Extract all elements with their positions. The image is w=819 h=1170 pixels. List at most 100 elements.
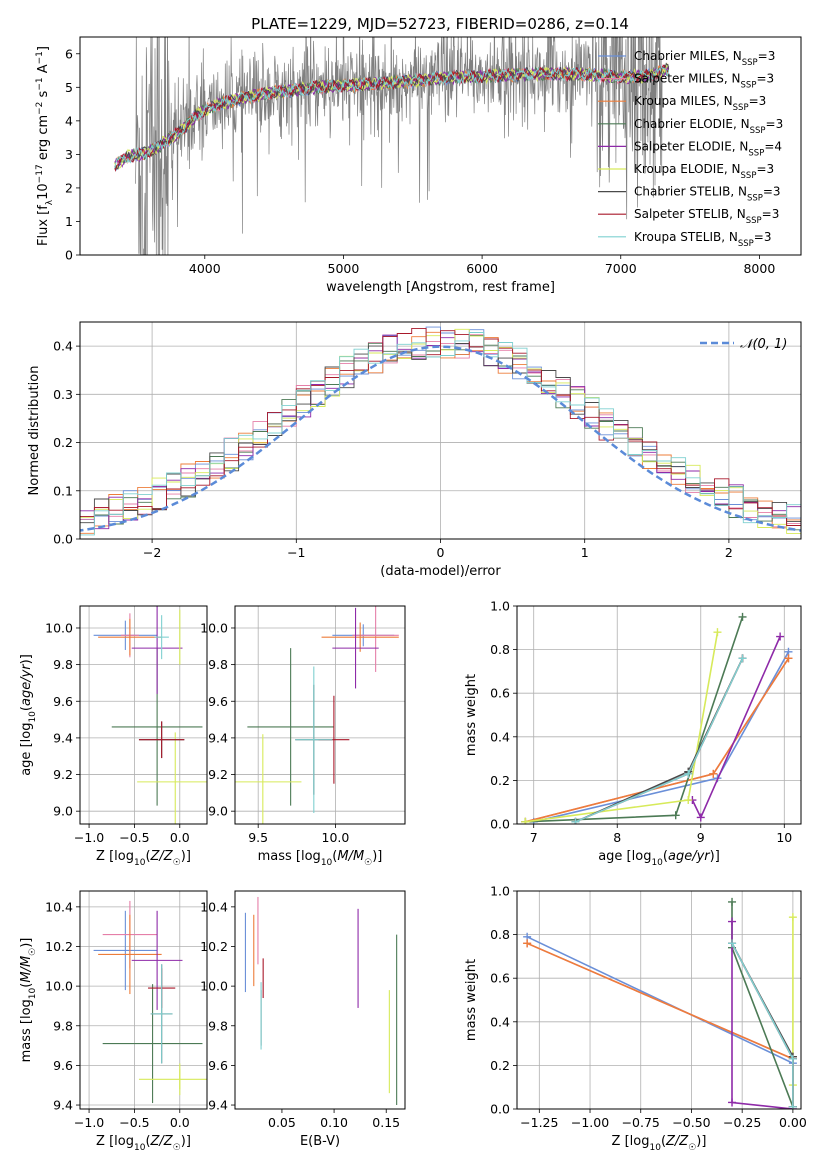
x-axis-label-part: wavelength [Angstrom, rest frame]	[326, 280, 555, 295]
y-tick-label: 1.0	[490, 599, 510, 614]
x-axis-label-part: )]	[181, 1134, 191, 1149]
legend-label-n: =3	[763, 185, 781, 199]
mass-weight-line-chabrier-elodie	[525, 616, 744, 823]
x-tick-label: 0	[437, 545, 445, 560]
mass-weight-marker-kroupa-stelib	[788, 1102, 797, 1109]
y-tick-label: 9.0	[208, 804, 228, 819]
x-axis-label-part: 10	[134, 858, 146, 868]
x-tick-label: 10.0	[322, 830, 350, 845]
legend-label-text: Salpeter ELODIE, N	[634, 139, 748, 153]
mass-weight-marker-kroupa-elodie	[713, 628, 722, 637]
axes-frame	[234, 605, 406, 825]
legend-label-salpeter-elodie: Salpeter ELODIE, NSSP=4	[634, 139, 782, 158]
y-tick-label: 6	[65, 46, 73, 61]
y-tick-label: 10.0	[200, 979, 228, 994]
x-axis-label: Z [log10(Z/Z☉)]	[612, 1134, 707, 1153]
y-axis-label-part: 10	[28, 711, 38, 723]
panel-mass_vs_ebv: 0.05 0.10 0.15 9.4 9.6 9.8 10.0 10.2 10.4 E(B-V)	[200, 890, 406, 1149]
x-axis-label-part: (	[661, 1134, 666, 1149]
x-axis-label: wavelength [Angstrom, rest frame]	[326, 280, 555, 295]
y-axis-label-part: −1	[35, 51, 45, 64]
y-tick-label: 9.6	[53, 694, 73, 709]
y-tick-label: 9.4	[208, 1098, 228, 1113]
mass-weight-marker-salpeter-elodie	[776, 632, 785, 641]
legend-label-kroupa-elodie: Kroupa ELODIE, NSSP=3	[634, 162, 774, 181]
y-tick-label: 9.8	[53, 1018, 73, 1033]
x-axis-label-part: Z [log	[96, 1134, 134, 1149]
hist-salpeter-stelib	[80, 327, 801, 538]
legend-label-n: =4	[764, 139, 782, 153]
y-axis-label: mass weight	[464, 674, 479, 756]
y-tick-label: 9.4	[53, 730, 73, 745]
y-tick-label: 10.4	[200, 899, 228, 914]
y-axis-label-part: −17	[35, 164, 45, 183]
x-axis-label-part: Z/Z	[150, 1134, 174, 1149]
y-axis-label-part: λ	[45, 199, 55, 205]
legend-label-n: =3	[758, 49, 776, 63]
figure-title: PLATE=1229, MJD=52723, FIBERID=0286, z=0…	[251, 15, 629, 33]
mass-weight-marker-chabrier-elodie	[728, 897, 737, 906]
x-axis-label-part: )]	[710, 849, 720, 864]
x-axis-label-part: 10	[134, 1143, 146, 1153]
x-tick-label: −1.0	[74, 830, 104, 845]
y-axis-label-part: (	[19, 983, 34, 988]
y-tick-label: 9.8	[208, 1018, 228, 1033]
axes-frame	[79, 890, 208, 1110]
plot-area-age_vs_Z	[93, 606, 207, 824]
x-axis-label-part: Z [log	[612, 1134, 650, 1149]
mass-weight-line-salpeter-miles	[525, 657, 790, 823]
y-axis-label-part: 10	[36, 183, 51, 200]
y-tick-label: 0.0	[490, 817, 510, 832]
plot-area-residuals	[80, 326, 801, 538]
y-axis-label: Flux [fλ10−17 erg cm−2 s−1 A−1]	[35, 46, 55, 246]
x-tick-label: 10	[776, 830, 792, 845]
x-tick-label: −1	[287, 545, 305, 560]
x-tick-label: −1.00	[571, 1115, 609, 1130]
x-axis-label-part: )]	[696, 1134, 706, 1149]
x-tick-label: 7000	[605, 261, 637, 276]
x-axis-label-part: (	[332, 849, 337, 864]
x-tick-label: 6000	[466, 261, 498, 276]
x-tick-label: 0.15	[372, 1115, 400, 1130]
x-tick-label: −1.0	[74, 1115, 104, 1130]
axes-frame	[79, 605, 208, 825]
legend-label-sub: SSP	[748, 148, 764, 158]
y-axis-label-part: mass weight	[464, 674, 479, 756]
mass-weight-marker-kroupa-elodie	[521, 817, 530, 824]
legend-label-kroupa-miles: Kroupa MILES, NSSP=3	[634, 94, 766, 113]
x-axis-label: age [log10(age/yr)]	[598, 849, 720, 868]
y-tick-label: 9.6	[208, 694, 228, 709]
y-tick-label: 0.6	[490, 971, 510, 986]
mass-weight-line-chabrier-stelib	[575, 657, 744, 823]
x-axis-label-part: (	[145, 1134, 150, 1149]
legend-label-salpeter-stelib: Salpeter STELIB, NSSP=3	[634, 207, 779, 226]
x-axis-label-part: age/yr	[668, 849, 711, 864]
panel-mass_vs_Z: −1.0 −0.5 0.09.49.69.810.010.210.4Z [log10…	[19, 890, 208, 1153]
x-axis-label-part: )]	[372, 849, 382, 864]
legend-label-sub: SSP	[742, 58, 758, 68]
y-tick-label: 10.0	[45, 979, 73, 994]
x-axis-label: mass [log10(M/M☉)]	[258, 849, 383, 868]
x-axis-label-part: ☉	[173, 1143, 181, 1153]
legend-label-sub: SSP	[741, 171, 757, 181]
y-tick-label: 4	[65, 113, 73, 128]
x-axis-label-part: (	[663, 849, 668, 864]
x-axis-label: Z [log10(Z/Z☉)]	[96, 1134, 191, 1153]
y-tick-label: 0.0	[53, 532, 73, 547]
axes-frame	[516, 890, 802, 1110]
legend-label-text: Chabrier MILES, N	[634, 49, 742, 63]
plot-area-mass_vs_ebv	[244, 896, 398, 1106]
y-axis-label-part: (	[19, 706, 34, 711]
x-axis-label: E(B-V)	[300, 1134, 340, 1149]
x-axis-label-part: Z/Z	[150, 849, 174, 864]
x-tick-label: −1.25	[520, 1115, 558, 1130]
y-tick-label: 10.2	[45, 939, 73, 954]
plot-area-mass_weight_vs_Z	[523, 897, 797, 1109]
model-line-kroupa-stelib	[114, 64, 670, 169]
mass-weight-line-kroupa-elodie	[525, 632, 719, 823]
y-axis-label-part: erg cm	[36, 115, 51, 164]
mass-weight-marker-kroupa-stelib	[738, 654, 747, 663]
x-tick-label: 4000	[189, 261, 221, 276]
